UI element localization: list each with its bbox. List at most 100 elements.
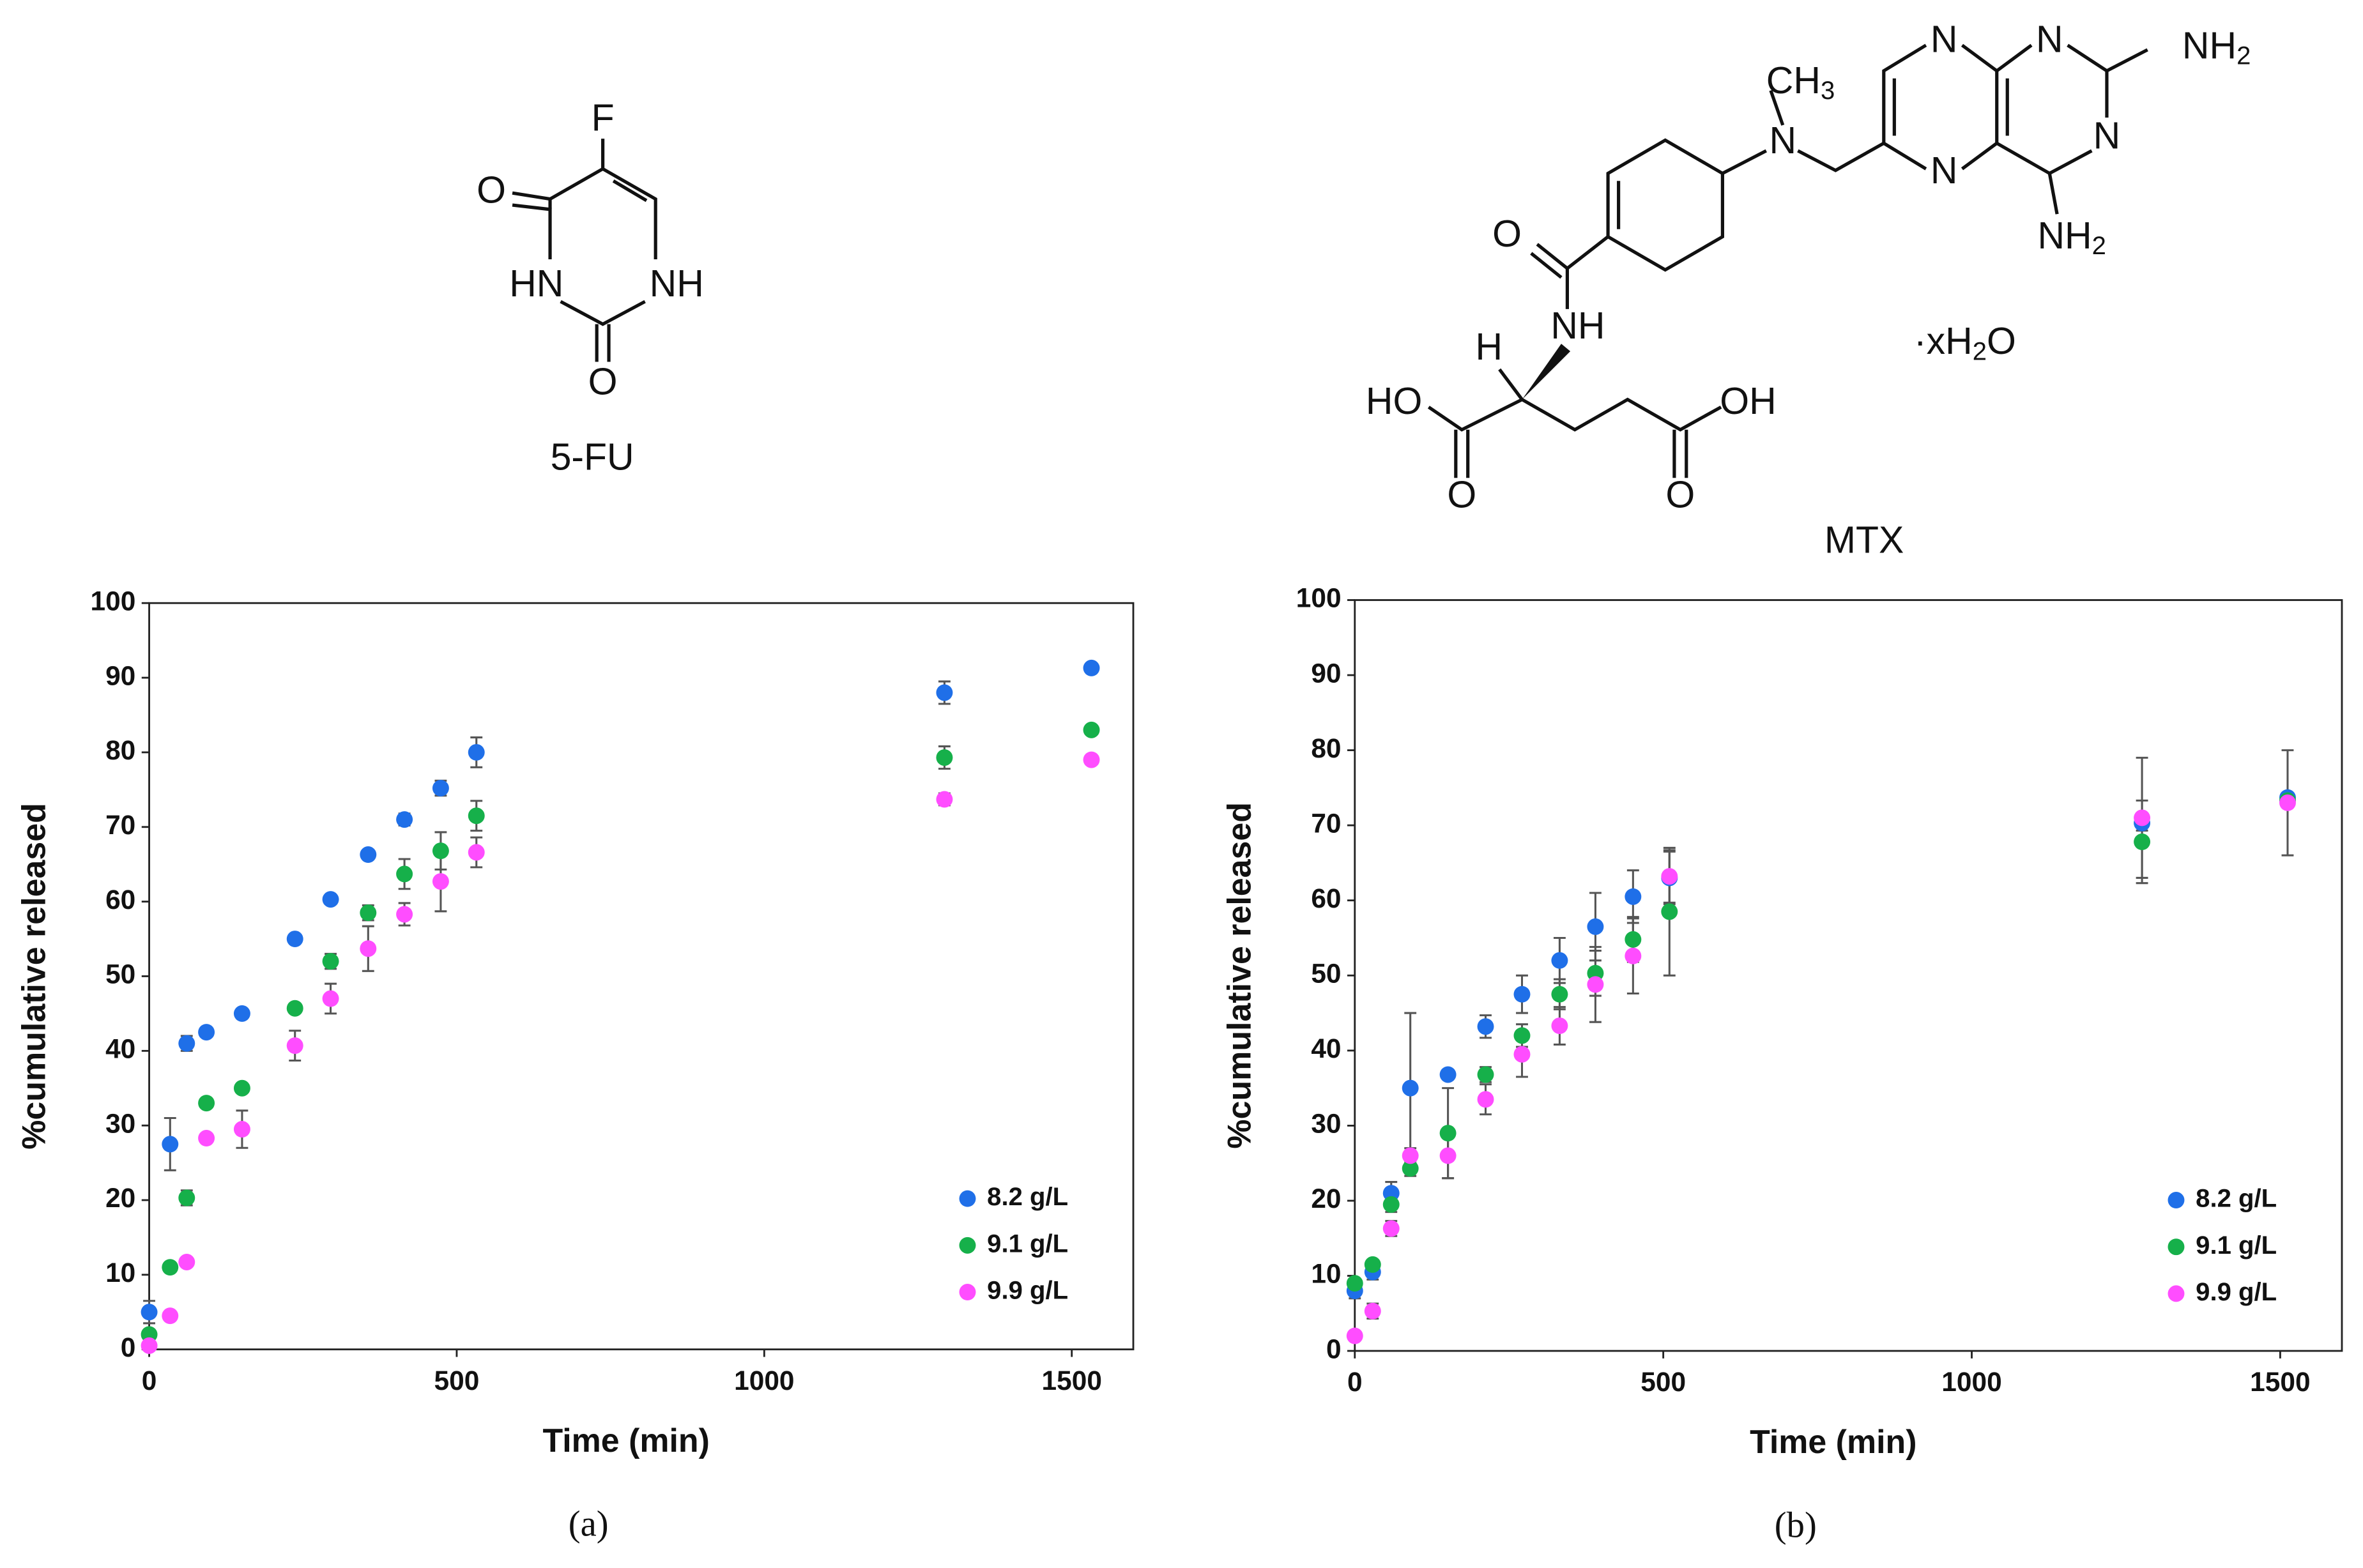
legend-label: 8.2 g/L [2196,1185,2277,1213]
y-tick-label: 60 [1311,883,1341,913]
atom-label: NH [1550,305,1605,347]
x-tick-label: 0 [1347,1367,1363,1397]
data-point [1477,1091,1494,1108]
data-point [1477,1066,1494,1083]
data-point [1439,1066,1457,1083]
atom-subscript: 2 [2237,42,2251,70]
bond [548,167,604,260]
bond [560,300,646,326]
y-tick-label: 60 [105,885,135,915]
bond [2106,48,2148,73]
data-point [233,1005,250,1022]
data-point [1551,986,1568,1003]
data-point [936,684,953,701]
data-point [1083,751,1100,768]
data-point [1382,1220,1400,1237]
atom-label: N [1931,19,1958,61]
bond [1606,138,1724,272]
data-point [396,906,413,923]
data-point [396,865,413,883]
data-point [178,1035,195,1052]
data-point [286,1000,303,1017]
atom-label: NH2 [2037,215,2106,260]
y-tick-label: 30 [1311,1109,1341,1139]
y-tick-label: 20 [1311,1184,1341,1214]
data-point [1625,888,1642,905]
data-point [468,844,485,861]
y-tick-label: 80 [1311,733,1341,763]
data-point [2134,833,2151,851]
bond [1427,397,1722,432]
y-tick-label: 0 [121,1332,136,1362]
data-point [936,749,953,766]
x-axis-title: Time (min) [1750,1424,1916,1461]
data-point [286,1037,303,1054]
x-tick-label: 0 [142,1366,157,1396]
atom-text: ·xH [1914,320,1973,362]
legend-marker [959,1284,976,1300]
data-point [360,940,377,957]
atom-label: N [2036,19,2063,61]
data-point [1083,659,1100,676]
data-point [2134,809,2151,826]
atom-label: NH [650,263,704,305]
data-point [198,1024,215,1041]
data-point [162,1259,179,1276]
data-point [468,743,485,761]
y-tick-label: 10 [1311,1259,1341,1289]
data-point [1551,1017,1568,1035]
y-tick-label: 10 [105,1258,135,1288]
data-point [1402,1079,1419,1097]
legend-marker [2168,1238,2185,1256]
plot-frame [148,602,1135,1351]
wedge-bond [1522,344,1571,400]
legend-label: 8.2 g/L [987,1183,1068,1211]
data-point [286,931,303,948]
data-point [1439,1147,1457,1164]
atom-label: O [1492,213,1522,255]
bond [601,139,657,260]
data-point [1364,1302,1381,1320]
data-point [468,807,485,825]
data-point [233,1121,250,1138]
atom-text: CH [1766,59,1821,101]
x-tick-label: 1000 [1941,1367,2001,1397]
y-tick-label: 90 [105,660,135,690]
y-tick-label: 100 [1296,583,1342,613]
data-point [198,1095,215,1112]
data-point [233,1079,250,1097]
atom-label: ·xH2O [1914,320,2016,365]
legend-label: 9.9 g/L [987,1277,1068,1305]
data-point [1625,947,1642,964]
atom-label: CH3 [1766,59,1835,104]
atom-label: N [1769,119,1796,162]
bond [1797,141,1885,172]
data-point [432,780,449,796]
bond [1996,142,2093,176]
y-tick-label: 0 [1326,1334,1342,1364]
data-point [432,873,449,890]
x-axis-title: Time (min) [542,1422,709,1459]
legend-label: 9.1 g/L [987,1229,1068,1258]
x-tick-label: 1500 [2250,1367,2310,1397]
atom-subscript: 3 [1821,77,1835,105]
data-point [1382,1196,1400,1213]
data-point [1661,903,1678,920]
atom-label: F [592,96,615,139]
y-tick-label: 100 [90,586,135,616]
atom-text: O [1987,320,2016,362]
data-point [198,1130,215,1147]
data-point [322,953,339,970]
bond [1961,43,1999,171]
bond [2067,43,2109,118]
y-axis-title: %cumulative released [1221,802,1258,1149]
panel-label: (b) [1775,1506,1817,1546]
data-point [1346,1327,1363,1344]
legend-marker [959,1190,976,1207]
atom-text: NH [2037,215,2092,257]
x-tick-label: 500 [1640,1367,1686,1397]
data-point [1402,1160,1419,1177]
y-tick-label: 40 [1311,1033,1341,1063]
y-tick-label: 80 [105,735,135,765]
